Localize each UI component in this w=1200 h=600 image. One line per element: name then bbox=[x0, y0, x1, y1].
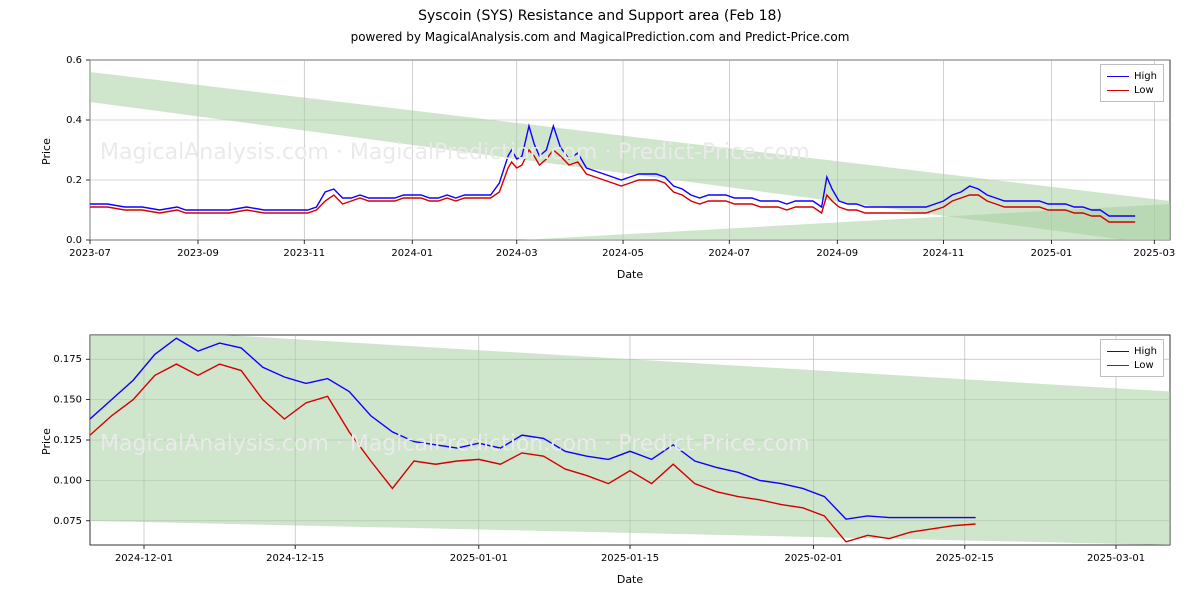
legend-swatch bbox=[1107, 76, 1129, 77]
legend-swatch bbox=[1107, 365, 1129, 366]
svg-text:0.100: 0.100 bbox=[53, 475, 82, 486]
legend-swatch bbox=[1107, 90, 1129, 91]
svg-text:2023-09: 2023-09 bbox=[177, 248, 219, 259]
watermark: MagicalAnalysis.com · MagicalPrediction.… bbox=[100, 432, 810, 457]
legend-item: High bbox=[1107, 69, 1157, 83]
legend: High Low bbox=[1100, 339, 1164, 377]
svg-text:2024-05: 2024-05 bbox=[602, 248, 644, 259]
legend-label: High bbox=[1134, 346, 1157, 357]
svg-text:2025-01-01: 2025-01-01 bbox=[450, 553, 508, 564]
y-axis-label: Price bbox=[40, 428, 53, 455]
svg-text:2025-02-15: 2025-02-15 bbox=[936, 553, 994, 564]
svg-text:0.125: 0.125 bbox=[53, 435, 82, 446]
svg-text:2024-09: 2024-09 bbox=[816, 248, 858, 259]
top-chart: 0.0 0.2 0.4 0.6 2023-07 2023-09 2023-11 2024-01… bbox=[0, 0, 1200, 600]
svg-text:2023-11: 2023-11 bbox=[283, 248, 325, 259]
x-axis-label: Date bbox=[90, 573, 1170, 586]
bottom-chart: 0.075 0.100 0.125 0.150 0.175 2024-12-01 2024-… bbox=[0, 0, 1200, 600]
svg-text:2025-01-15: 2025-01-15 bbox=[601, 553, 659, 564]
svg-text:2024-07: 2024-07 bbox=[708, 248, 750, 259]
svg-text:0.2: 0.2 bbox=[66, 175, 82, 186]
svg-text:2025-03: 2025-03 bbox=[1133, 248, 1175, 259]
chart-subtitle: powered by MagicalAnalysis.com and Magic… bbox=[0, 30, 1200, 44]
y-axis-label: Price bbox=[40, 138, 53, 165]
svg-text:2025-02-01: 2025-02-01 bbox=[785, 553, 843, 564]
series-low bbox=[90, 364, 976, 542]
legend: High Low bbox=[1100, 64, 1164, 102]
svg-text:0.075: 0.075 bbox=[53, 516, 82, 527]
svg-text:0.150: 0.150 bbox=[53, 395, 82, 406]
svg-text:0.175: 0.175 bbox=[53, 354, 82, 365]
svg-text:2024-11: 2024-11 bbox=[923, 248, 965, 259]
legend-item: High bbox=[1107, 344, 1157, 358]
legend-item: Low bbox=[1107, 358, 1157, 372]
series-low bbox=[90, 150, 1135, 222]
watermark: MagicalAnalysis.com · MagicalPrediction.… bbox=[100, 140, 810, 165]
svg-text:2024-12-15: 2024-12-15 bbox=[266, 553, 324, 564]
legend-label: High bbox=[1134, 71, 1157, 82]
chart-title: Syscoin (SYS) Resistance and Support are… bbox=[0, 8, 1200, 24]
svg-text:2024-01: 2024-01 bbox=[391, 248, 433, 259]
svg-text:0.6: 0.6 bbox=[66, 55, 82, 66]
series-high bbox=[90, 126, 1135, 216]
series-high bbox=[90, 338, 976, 519]
svg-text:0.0: 0.0 bbox=[66, 235, 82, 246]
svg-text:2025-01: 2025-01 bbox=[1031, 248, 1073, 259]
legend-swatch bbox=[1107, 351, 1129, 352]
x-axis-label: Date bbox=[90, 268, 1170, 281]
legend-label: Low bbox=[1134, 85, 1154, 96]
svg-text:0.4: 0.4 bbox=[66, 115, 82, 126]
legend-item: Low bbox=[1107, 83, 1157, 97]
legend-label: Low bbox=[1134, 360, 1154, 371]
svg-text:2023-07: 2023-07 bbox=[69, 248, 111, 259]
svg-text:2025-03-01: 2025-03-01 bbox=[1087, 553, 1145, 564]
svg-text:2024-03: 2024-03 bbox=[496, 248, 538, 259]
svg-text:2024-12-01: 2024-12-01 bbox=[115, 553, 173, 564]
